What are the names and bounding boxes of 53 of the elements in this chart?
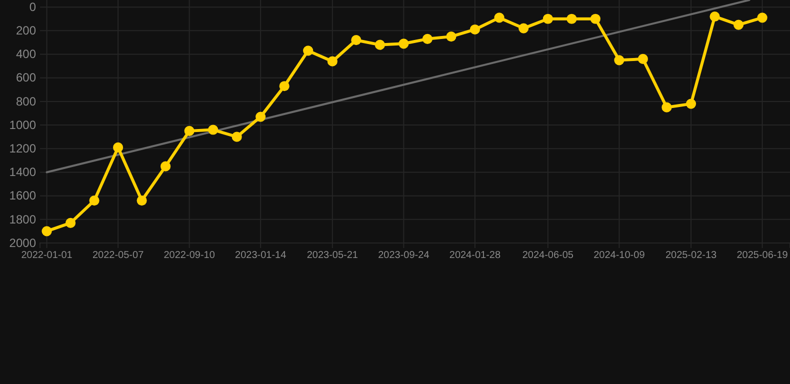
x-tick-label: 2022-05-07 (92, 250, 144, 262)
x-tick-label: 2024-01-28 (449, 250, 501, 262)
point (208, 124, 218, 135)
x-tick-label: 2023-05-21 (306, 250, 358, 262)
point (566, 14, 577, 24)
x-tick-label: 2024-10-09 (594, 250, 646, 262)
x-tick-label: 2025-06-19 (736, 250, 788, 262)
point (542, 14, 553, 24)
y-tick-label: 1200 (9, 141, 36, 156)
y-tick-label: 200 (16, 24, 36, 38)
y-tick-label: 1600 (9, 188, 36, 203)
point (42, 226, 52, 236)
point (470, 24, 480, 35)
point (710, 11, 720, 22)
y-tick-label: 1400 (9, 165, 36, 180)
y-tick-label: 400 (16, 47, 36, 62)
x-tick-label: 2022-01-01 (21, 250, 73, 262)
y-tick-label: 800 (16, 94, 36, 108)
point (686, 98, 696, 109)
point (89, 196, 100, 206)
point (160, 161, 171, 172)
point (662, 102, 672, 112)
point (518, 23, 529, 34)
point (184, 126, 194, 136)
point (374, 40, 385, 50)
point (494, 12, 504, 23)
point (638, 54, 648, 64)
point (327, 56, 338, 66)
point (446, 32, 456, 42)
y-tick-label: 0 (29, 0, 36, 14)
point (279, 81, 290, 92)
point (65, 218, 76, 228)
point (733, 20, 744, 30)
x-tick-label: 2022-09-10 (164, 250, 216, 262)
point (113, 142, 124, 152)
point (256, 112, 266, 122)
y-tick-label: 1800 (9, 212, 36, 226)
y-tick-label: 600 (16, 70, 36, 85)
point (351, 35, 362, 46)
point (422, 34, 432, 44)
point (136, 196, 147, 206)
point (303, 46, 314, 56)
x-tick-label: 2023-09-24 (378, 250, 430, 262)
point (398, 38, 409, 49)
point (614, 55, 624, 66)
y-tick-label: 2000 (9, 236, 36, 250)
x-tick-label: 2024-06-05 (522, 250, 574, 262)
point (757, 12, 768, 23)
x-tick-label: 2023-01-14 (235, 250, 287, 262)
point (590, 14, 600, 24)
y-tick-label: 1000 (9, 118, 36, 132)
x-tick-label: 2025-02-13 (665, 250, 718, 262)
point (232, 132, 242, 142)
